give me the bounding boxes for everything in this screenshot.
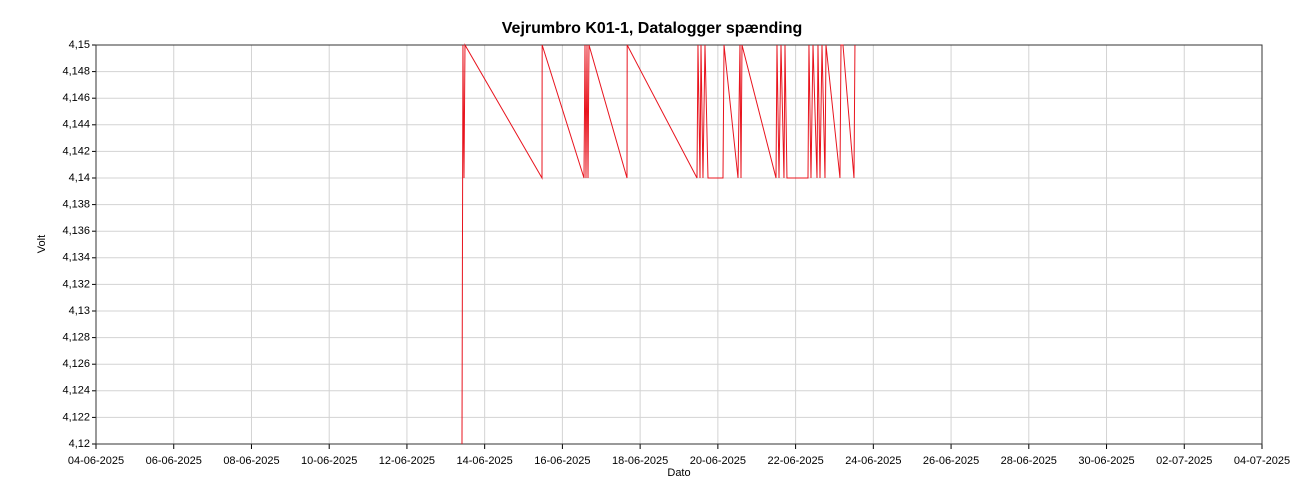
x-tick-label: 26-06-2025	[923, 455, 979, 467]
x-tick-label: 18-06-2025	[612, 455, 668, 467]
x-tick-label: 16-06-2025	[534, 455, 590, 467]
x-tick-label: 14-06-2025	[457, 455, 513, 467]
x-axis-label: Dato	[667, 467, 690, 479]
y-tick-label: 4,12	[69, 438, 90, 450]
x-tick-label: 04-06-2025	[68, 455, 124, 467]
y-tick-label: 4,148	[62, 66, 90, 78]
x-tick-label: 12-06-2025	[379, 455, 435, 467]
y-tick-label: 4,146	[62, 92, 90, 104]
y-tick-label: 4,124	[62, 385, 90, 397]
chart-title: Vejrumbro K01-1, Datalogger spænding	[502, 20, 803, 37]
y-tick-label: 4,122	[62, 411, 90, 423]
y-tick-label: 4,142	[62, 145, 90, 157]
y-tick-label: 4,13	[69, 305, 90, 317]
y-tick-label: 4,132	[62, 278, 90, 290]
y-tick-label: 4,128	[62, 332, 90, 344]
x-tick-label: 02-07-2025	[1156, 455, 1212, 467]
x-tick-label: 10-06-2025	[301, 455, 357, 467]
x-tick-label: 30-06-2025	[1078, 455, 1134, 467]
y-tick-label: 4,136	[62, 225, 90, 237]
x-tick-label: 06-06-2025	[146, 455, 202, 467]
y-tick-label: 4,126	[62, 358, 90, 370]
x-tick-label: 28-06-2025	[1001, 455, 1057, 467]
x-tick-label: 22-06-2025	[767, 455, 823, 467]
data-line	[461, 43, 856, 445]
y-tick-label: 4,134	[62, 252, 90, 264]
x-tick-label: 08-06-2025	[223, 455, 279, 467]
x-tick-label: 20-06-2025	[690, 455, 746, 467]
y-tick-label: 4,144	[62, 119, 90, 131]
y-tick-label: 4,15	[69, 39, 90, 51]
plot-frame	[95, 44, 1263, 445]
y-tick-label: 4,138	[62, 199, 90, 211]
y-axis-label: Volt	[36, 235, 48, 253]
x-tick-label: 24-06-2025	[845, 455, 901, 467]
x-tick-label: 04-07-2025	[1234, 455, 1290, 467]
y-tick-label: 4,14	[69, 172, 90, 184]
